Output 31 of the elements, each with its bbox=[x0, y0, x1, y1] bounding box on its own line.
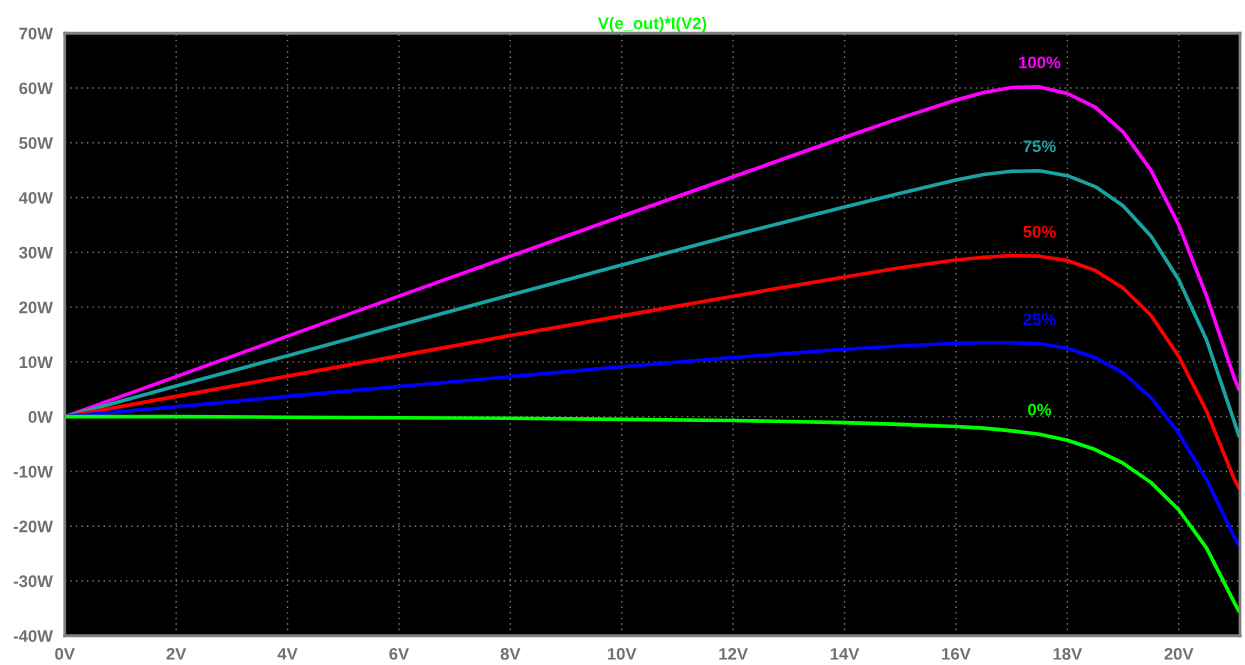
line-series bbox=[64, 414, 1241, 613]
y-tick-label: 0W bbox=[28, 411, 53, 423]
x-tick-label: 16V bbox=[942, 647, 971, 660]
x-tick-label: 0V bbox=[55, 647, 75, 660]
line-series bbox=[64, 253, 1241, 490]
y-tick-label: 60W bbox=[19, 82, 53, 95]
series-label: 75% bbox=[1023, 140, 1056, 153]
x-tick-label: 20V bbox=[1164, 647, 1194, 660]
x-tick-label: 6V bbox=[389, 647, 410, 660]
y-tick-label: 20W bbox=[19, 301, 53, 314]
y-tick-label: -40W bbox=[13, 630, 53, 642]
y-tick-label: -30W bbox=[13, 575, 53, 588]
x-tick-label: 12V bbox=[719, 647, 748, 660]
x-tick-label: 8V bbox=[500, 647, 521, 660]
y-tick-label: -10W bbox=[13, 465, 53, 478]
y-tick-label: 50W bbox=[19, 137, 53, 149]
x-tick-label: 10V bbox=[607, 647, 637, 660]
chart-title: V(e_out)*I(V2) bbox=[597, 17, 707, 33]
series-label: 25% bbox=[1023, 313, 1056, 326]
x-tick-label: 14V bbox=[830, 648, 860, 660]
y-tick-label: 70W bbox=[19, 27, 53, 40]
series-label: 50% bbox=[1023, 225, 1056, 238]
y-tick-label: 10W bbox=[19, 356, 53, 369]
y-tick-label: 30W bbox=[19, 246, 53, 259]
x-tick-label: 18V bbox=[1053, 647, 1083, 660]
x-tick-label: 2V bbox=[166, 647, 187, 660]
y-tick-label: 40W bbox=[18, 191, 53, 204]
series-label: 0% bbox=[1028, 403, 1052, 416]
x-tick-label: 4V bbox=[277, 648, 298, 660]
y-tick-label: -20W bbox=[13, 520, 53, 533]
series-label: 100% bbox=[1019, 56, 1061, 69]
